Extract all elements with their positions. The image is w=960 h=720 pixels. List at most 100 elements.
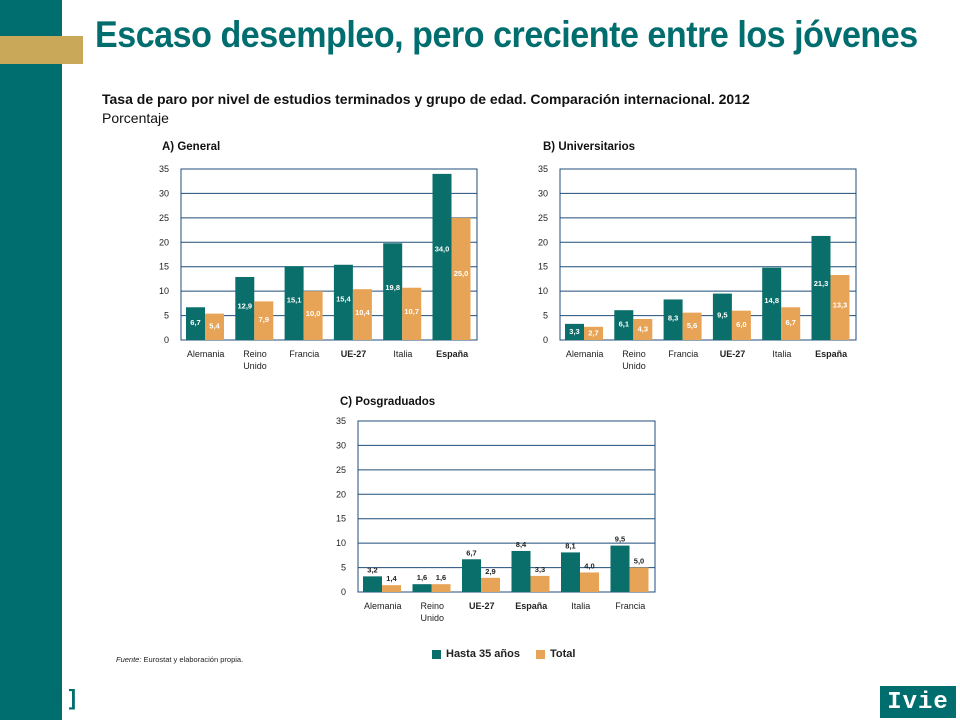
y-tick-label: 30 (336, 440, 346, 450)
bar (431, 584, 451, 592)
data-label: 1,6 (417, 573, 427, 582)
category-label: Alemania (187, 349, 225, 359)
gold-accent-band (0, 36, 83, 64)
bar (610, 545, 630, 592)
source-note: Fuente: Eurostat y elaboración propia. (116, 655, 243, 664)
data-label: 10,7 (404, 307, 419, 316)
category-label: España (436, 349, 469, 359)
bar (614, 310, 634, 340)
data-label: 1,6 (436, 573, 446, 582)
bar (781, 307, 801, 340)
source-label: Fuente: (116, 655, 142, 664)
legend-swatch-series1 (432, 649, 441, 659)
data-label: 14,8 (764, 296, 779, 305)
bar (663, 299, 683, 340)
category-label: Reino (420, 601, 444, 611)
bar (629, 567, 649, 592)
data-label: 3,3 (535, 565, 545, 574)
chart-c-title: C) Posgraduados (340, 396, 436, 408)
bar (633, 318, 653, 340)
data-label: 2,7 (588, 329, 598, 338)
category-label: Alemania (364, 601, 402, 611)
bar (205, 313, 224, 340)
side-band (0, 0, 62, 720)
y-tick-label: 10 (538, 286, 548, 296)
category-label: Unido (243, 361, 267, 371)
legend-item-series2: Total (535, 648, 575, 660)
y-tick-label: 20 (336, 489, 346, 499)
category-label: Reino (243, 349, 267, 359)
bar (382, 585, 401, 592)
category-label: España (515, 601, 548, 611)
category-label: UE-27 (341, 349, 367, 359)
category-label: España (815, 349, 848, 359)
y-tick-label: 10 (336, 538, 346, 548)
bar (682, 312, 702, 340)
category-label: Alemania (566, 349, 604, 359)
y-tick-label: 15 (159, 262, 169, 272)
y-tick-label: 5 (543, 311, 548, 321)
bar (235, 276, 255, 340)
legend-item-series1: Hasta 35 años (432, 648, 520, 660)
bar (481, 577, 500, 592)
data-label: 10,0 (306, 309, 321, 318)
category-label: Reino (622, 349, 646, 359)
plot-frame (559, 168, 857, 341)
y-tick-label: 0 (164, 335, 169, 345)
y-tick-label: 0 (543, 335, 548, 345)
bar (511, 550, 531, 592)
bar (412, 584, 432, 592)
bar (565, 323, 584, 340)
y-tick-label: 35 (159, 164, 169, 174)
y-tick-label: 15 (538, 262, 548, 272)
data-label: 4,0 (584, 561, 594, 570)
data-label: 6,7 (466, 548, 476, 557)
data-label: 21,3 (814, 279, 829, 288)
bar (830, 275, 850, 340)
data-label: 25,0 (454, 269, 469, 278)
data-label: 6,1 (619, 320, 629, 329)
data-label: 6,7 (190, 318, 200, 327)
category-label: Unido (622, 361, 646, 371)
data-label: 2,9 (485, 567, 495, 576)
slide-title: Escaso desempleo, pero creciente entre l… (95, 14, 918, 55)
category-label: UE-27 (720, 349, 746, 359)
data-label: 8,4 (516, 540, 527, 549)
chart-legend: Hasta 35 años Total (432, 648, 575, 660)
data-label: 5,0 (634, 557, 644, 566)
category-label: Francia (289, 349, 319, 359)
figure-subtitle: Tasa de paro por nivel de estudios termi… (102, 91, 750, 107)
data-label: 7,9 (259, 315, 269, 324)
data-label: 9,5 (615, 535, 625, 544)
y-tick-label: 25 (336, 465, 346, 475)
bar (530, 575, 550, 592)
category-label: Francia (615, 601, 645, 611)
legend-label-series1: Hasta 35 años (446, 648, 520, 660)
y-tick-label: 25 (159, 213, 169, 223)
data-label: 3,2 (367, 565, 377, 574)
y-tick-label: 30 (538, 188, 548, 198)
chart-b-title: B) Universitarios (543, 141, 636, 153)
data-label: 8,1 (565, 541, 575, 550)
bar (402, 287, 422, 340)
data-label: 8,3 (668, 314, 678, 323)
data-label: 3,3 (569, 327, 579, 336)
bar (284, 266, 304, 340)
category-label: Italia (772, 349, 791, 359)
data-label: 9,5 (717, 310, 727, 319)
chart-a-title: A) General (162, 141, 221, 153)
data-label: 15,4 (336, 295, 351, 304)
y-tick-label: 25 (538, 213, 548, 223)
data-label: 12,9 (237, 301, 252, 310)
y-tick-label: 5 (341, 563, 346, 573)
data-label: 19,8 (385, 283, 400, 292)
bar (383, 243, 403, 340)
bar (584, 326, 603, 340)
data-label: 10,4 (355, 308, 370, 317)
data-label: 34,0 (435, 245, 450, 254)
y-tick-label: 20 (159, 237, 169, 247)
data-label: 5,4 (209, 321, 220, 330)
bar (451, 217, 471, 340)
